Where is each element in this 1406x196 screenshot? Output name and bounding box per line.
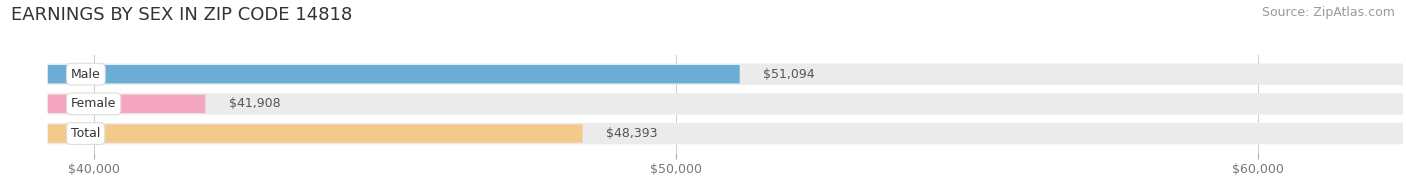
Text: EARNINGS BY SEX IN ZIP CODE 14818: EARNINGS BY SEX IN ZIP CODE 14818 — [11, 6, 353, 24]
FancyBboxPatch shape — [48, 93, 1403, 115]
Text: Male: Male — [72, 68, 101, 81]
Text: $51,094: $51,094 — [763, 68, 814, 81]
FancyBboxPatch shape — [48, 64, 1403, 85]
FancyBboxPatch shape — [48, 123, 1403, 144]
Text: Source: ZipAtlas.com: Source: ZipAtlas.com — [1261, 6, 1395, 19]
FancyBboxPatch shape — [48, 124, 582, 143]
Text: $41,908: $41,908 — [229, 97, 280, 110]
FancyBboxPatch shape — [48, 65, 740, 83]
Text: Total: Total — [72, 127, 100, 140]
FancyBboxPatch shape — [48, 95, 205, 113]
Text: $48,393: $48,393 — [606, 127, 658, 140]
Text: Female: Female — [72, 97, 117, 110]
